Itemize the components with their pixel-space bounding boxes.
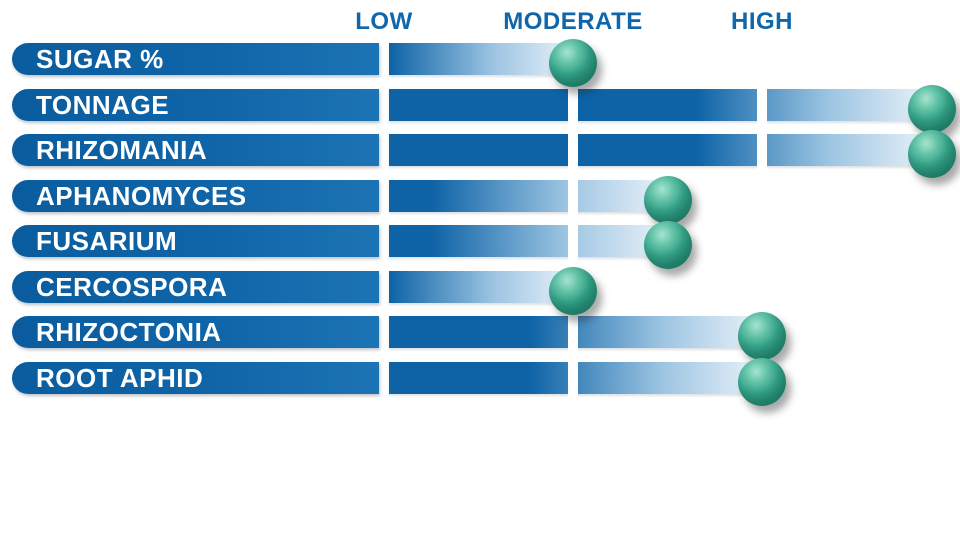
rating-marker-ball xyxy=(643,221,692,269)
tick-divider-moderate xyxy=(568,41,578,397)
rating-bar xyxy=(389,134,937,166)
trait-row-fusarium: FUSARIUM xyxy=(0,221,960,269)
rating-bar xyxy=(389,88,937,121)
rating-marker-ball xyxy=(549,266,597,315)
trait-row-aphanomyces: APHANOMYCES xyxy=(0,175,960,224)
trait-label: RHIZOCTONIA xyxy=(36,317,222,347)
rating-marker-ball xyxy=(908,130,957,178)
rating-bar xyxy=(389,179,673,212)
trait-label: TONNAGE xyxy=(36,89,170,120)
rating-marker-ball xyxy=(738,312,786,360)
rating-bar xyxy=(389,316,767,348)
tick-label-low: LOW xyxy=(355,8,413,35)
trait-label-pill: ROOT APHID xyxy=(12,361,379,394)
trait-label: FUSARIUM xyxy=(36,226,178,256)
rating-bar xyxy=(389,43,578,75)
trait-row-root-aphid: ROOT APHID xyxy=(0,357,960,406)
rating-marker-ball xyxy=(643,175,692,224)
trait-label: CERCOSPORA xyxy=(36,271,228,302)
trait-label-pill: RHIZOMANIA xyxy=(12,134,379,166)
trait-row-tonnage: TONNAGE xyxy=(0,84,960,133)
tick-divider-high xyxy=(757,41,767,397)
trait-label-pill: APHANOMYCES xyxy=(12,179,379,212)
trait-label: ROOT APHID xyxy=(36,362,204,393)
trait-label-pill: SUGAR % xyxy=(12,43,379,75)
rating-bar xyxy=(389,361,767,394)
tick-label-moderate: MODERATE xyxy=(503,8,643,35)
trait-label-pill: FUSARIUM xyxy=(12,225,379,257)
trait-label: SUGAR % xyxy=(36,44,164,74)
trait-row-rhizomania: RHIZOMANIA xyxy=(0,130,960,178)
tick-label-high: HIGH xyxy=(731,8,793,35)
trait-label: RHIZOMANIA xyxy=(36,135,208,165)
trait-row-cercospora: CERCOSPORA xyxy=(0,266,960,315)
rating-marker-ball xyxy=(549,39,597,87)
rating-marker-ball xyxy=(738,357,786,406)
trait-label-pill: TONNAGE xyxy=(12,88,379,121)
rating-bar xyxy=(389,225,673,257)
rating-bar xyxy=(389,270,578,303)
rating-marker-ball xyxy=(908,84,957,133)
trait-label-pill: RHIZOCTONIA xyxy=(12,316,379,348)
trait-row-sugar: SUGAR % xyxy=(0,39,960,87)
trait-row-rhizoctonia: RHIZOCTONIA xyxy=(0,312,960,360)
trait-label: APHANOMYCES xyxy=(36,180,247,211)
trait-label-pill: CERCOSPORA xyxy=(12,270,379,303)
